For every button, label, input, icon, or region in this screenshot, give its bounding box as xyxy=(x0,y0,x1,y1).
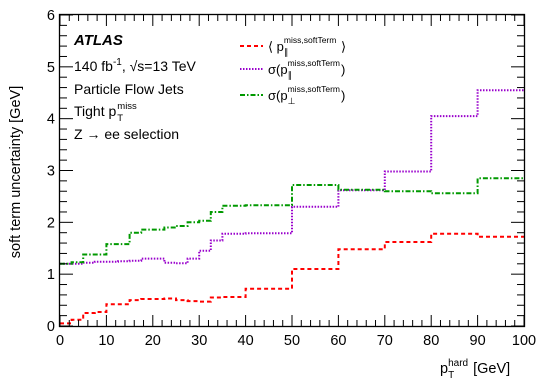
jet-type-label: Particle Flow Jets xyxy=(74,81,184,97)
y-tick-label-3: 3 xyxy=(47,164,55,180)
annotation-block: ATLAS 140 fb-1, √s=13 TeV Particle Flow … xyxy=(73,32,196,142)
legend-label-sigma-parallel: σ(pmiss,softTerm ∥) xyxy=(268,58,345,80)
series-layer xyxy=(60,89,524,325)
x-tick-label-10: 100 xyxy=(512,333,536,349)
x-tick-label-1: 10 xyxy=(98,333,114,349)
luminosity-label: 140 fb-1, √s=13 TeV xyxy=(74,57,196,74)
plot-frame xyxy=(58,13,526,328)
x-tick-label-9: 90 xyxy=(470,333,486,349)
legend-label-mean-parallel: ⟨ pmiss,softTerm ∥ ⟩ xyxy=(268,35,346,57)
x-tick-label-5: 50 xyxy=(284,333,300,349)
selection-label: Z → ee selection xyxy=(74,126,179,142)
experiment-label: ATLAS xyxy=(73,32,123,49)
y-tick-label-6: 6 xyxy=(47,8,55,24)
y-tick-label-0: 0 xyxy=(47,319,55,335)
x-tick-label-0: 0 xyxy=(56,333,64,349)
series-line-0 xyxy=(60,232,524,325)
y-tick-label-1: 1 xyxy=(47,267,55,283)
y-tick-label-2: 2 xyxy=(47,215,55,231)
x-tick-label-6: 60 xyxy=(330,333,346,349)
x-tick-label-3: 30 xyxy=(191,333,207,349)
legend: ⟨ pmiss,softTerm ∥ ⟩ σ(pmiss,softTerm ∥) σ… xyxy=(240,35,346,106)
x-tick-label-4: 40 xyxy=(238,333,254,349)
series-line-1 xyxy=(60,89,524,265)
y-tick-label-4: 4 xyxy=(47,112,55,128)
x-tick-label-8: 80 xyxy=(423,333,439,349)
y-tick-label-5: 5 xyxy=(47,60,55,76)
x-tick-label-7: 70 xyxy=(377,333,393,349)
legend-label-sigma-perp: σ(pmiss,softTerm ⊥) xyxy=(268,84,345,106)
ticks-layer: 0 10 20 30 40 50 60 70 80 90 100 0 1 2 3 4 5 6 xyxy=(47,8,536,349)
y-axis-title: soft term uncertainty [GeV] xyxy=(8,86,24,258)
series-line-2 xyxy=(60,177,524,265)
met-working-point-label: Tight pmiss T xyxy=(74,101,137,124)
x-tick-label-2: 20 xyxy=(145,333,161,349)
x-axis-title: phard T [GeV] xyxy=(440,358,510,381)
